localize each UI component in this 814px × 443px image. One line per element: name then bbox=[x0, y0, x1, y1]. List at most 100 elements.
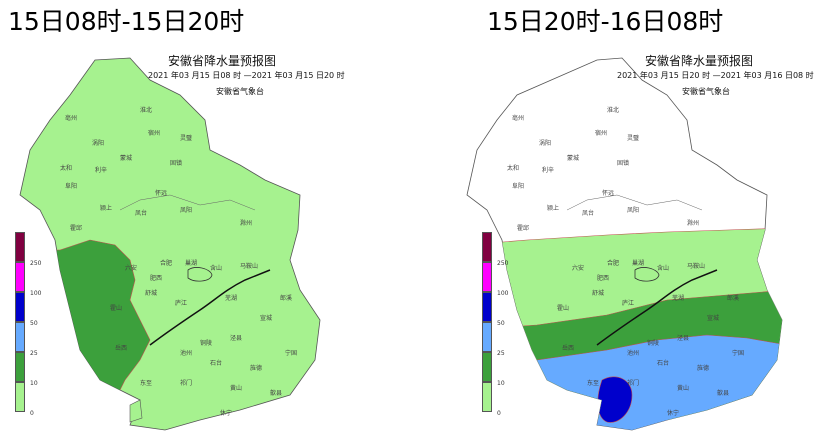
map-title: 安徽省降水量预报图 bbox=[645, 54, 754, 68]
legend-swatch-100 bbox=[482, 262, 492, 292]
svg-text:旌德: 旌德 bbox=[250, 364, 262, 372]
svg-text:宣城: 宣城 bbox=[260, 314, 272, 322]
svg-text:庐江: 庐江 bbox=[175, 299, 187, 307]
svg-text:利辛: 利辛 bbox=[542, 166, 554, 174]
city-labels: 淮北 亳州 宿州 涡阳 灵璧 蒙城 太和 利辛 固镇 阜阳 怀远 颍上 凤台 凤… bbox=[60, 106, 297, 417]
legend-label: 10 bbox=[497, 380, 505, 387]
svg-text:肥西: 肥西 bbox=[150, 275, 162, 282]
precipitation-map: 淮北 亳州 宿州 涡阳 灵璧 蒙城 太和 利辛 固镇 阜阳 怀远 颍上 凤台 凤… bbox=[466, 57, 783, 431]
legend-swatch-0 bbox=[482, 382, 492, 412]
legend-label: 100 bbox=[497, 290, 509, 297]
panel-heading: 15日20时-16日08时 bbox=[487, 7, 724, 36]
svg-text:郎溪: 郎溪 bbox=[727, 294, 739, 302]
svg-text:六安: 六安 bbox=[572, 264, 584, 272]
svg-text:宣城: 宣城 bbox=[707, 314, 719, 322]
svg-text:涡阳: 涡阳 bbox=[539, 139, 551, 147]
map-date-range: 2021 年03 月15 日08 时 —2021 年03 月15 日20 时 bbox=[148, 71, 345, 80]
svg-text:阜阳: 阜阳 bbox=[512, 182, 524, 190]
city-labels: 淮北 亳州 宿州 涡阳 灵璧 蒙城 太和 利辛 固镇 阜阳 怀远 颍上 凤台 凤… bbox=[507, 106, 744, 417]
svg-text:亳州: 亳州 bbox=[512, 114, 524, 122]
svg-text:固镇: 固镇 bbox=[170, 159, 182, 167]
legend-label: 25 bbox=[497, 350, 505, 357]
svg-text:舒城: 舒城 bbox=[145, 289, 157, 297]
svg-text:池州: 池州 bbox=[180, 349, 192, 357]
legend-swatch-50 bbox=[482, 292, 492, 322]
svg-text:肥西: 肥西 bbox=[597, 275, 609, 282]
svg-text:利辛: 利辛 bbox=[95, 166, 107, 174]
svg-text:泾县: 泾县 bbox=[677, 334, 689, 342]
precipitation-legend: 250 100 50 25 10 0 bbox=[482, 232, 508, 417]
svg-text:合肥: 合肥 bbox=[160, 259, 172, 267]
legend-swatch-10 bbox=[482, 352, 492, 382]
svg-text:岳西: 岳西 bbox=[115, 345, 127, 352]
map-date-range: 2021 年03 月15 日20 时 —2021 年03 月16 日08 时 bbox=[617, 71, 814, 80]
svg-text:霍山: 霍山 bbox=[110, 304, 122, 312]
svg-text:含山: 含山 bbox=[210, 264, 222, 272]
legend-label: 250 bbox=[497, 260, 509, 267]
legend-swatch-10 bbox=[15, 352, 25, 382]
forecast-panel-1: 15日08时-15日20时 淮北 亳州 宿州 涡阳 灵璧 蒙城 太和 利辛 固镇… bbox=[8, 7, 345, 431]
svg-text:泾县: 泾县 bbox=[230, 334, 242, 342]
forecast-panel-2: 15日20时-16日08时 淮北 亳州 宿州 涡阳 灵璧 蒙城 太和 利辛 固镇 bbox=[407, 0, 814, 443]
svg-text:巢湖: 巢湖 bbox=[185, 259, 197, 267]
legend-swatch-25 bbox=[482, 322, 492, 352]
map-title: 安徽省降水量预报图 bbox=[168, 54, 277, 68]
svg-text:岳西: 岳西 bbox=[562, 345, 574, 352]
legend-label: 100 bbox=[30, 290, 42, 297]
svg-text:凤台: 凤台 bbox=[582, 209, 594, 217]
svg-text:太和: 太和 bbox=[60, 164, 72, 172]
svg-text:祁门: 祁门 bbox=[180, 379, 192, 387]
map-agency: 安徽省气象台 bbox=[216, 87, 264, 96]
svg-text:休宁: 休宁 bbox=[667, 409, 679, 417]
svg-text:马鞍山: 马鞍山 bbox=[240, 262, 258, 270]
svg-text:东至: 东至 bbox=[140, 379, 152, 387]
legend-label: 0 bbox=[30, 410, 34, 417]
svg-text:颍上: 颍上 bbox=[100, 204, 112, 212]
svg-text:固镇: 固镇 bbox=[617, 159, 629, 167]
panel-heading: 15日08时-15日20时 bbox=[8, 7, 245, 36]
svg-text:霍邱: 霍邱 bbox=[517, 224, 529, 232]
svg-text:霍邱: 霍邱 bbox=[70, 224, 82, 232]
precipitation-map: 淮北 亳州 宿州 涡阳 灵璧 蒙城 太和 利辛 固镇 阜阳 怀远 颍上 凤台 凤… bbox=[19, 57, 321, 431]
svg-text:芜湖: 芜湖 bbox=[225, 294, 237, 302]
svg-text:亳州: 亳州 bbox=[65, 114, 77, 122]
svg-text:灵璧: 灵璧 bbox=[180, 134, 192, 142]
svg-text:霍山: 霍山 bbox=[557, 304, 569, 312]
legend-swatch-50 bbox=[15, 292, 25, 322]
svg-text:东至: 东至 bbox=[587, 379, 599, 387]
svg-text:祁门: 祁门 bbox=[627, 379, 639, 387]
svg-text:石台: 石台 bbox=[657, 359, 669, 367]
svg-text:淮北: 淮北 bbox=[607, 106, 619, 114]
svg-text:怀远: 怀远 bbox=[155, 189, 167, 197]
svg-text:蒙城: 蒙城 bbox=[567, 154, 579, 162]
svg-text:铜陵: 铜陵 bbox=[200, 339, 212, 347]
svg-text:凤阳: 凤阳 bbox=[627, 206, 639, 214]
map-agency: 安徽省气象台 bbox=[682, 87, 730, 96]
svg-text:怀远: 怀远 bbox=[602, 189, 614, 197]
svg-text:淮北: 淮北 bbox=[140, 106, 152, 114]
legend-label: 25 bbox=[30, 350, 38, 357]
svg-text:芜湖: 芜湖 bbox=[672, 294, 684, 302]
svg-text:铜陵: 铜陵 bbox=[647, 339, 659, 347]
svg-text:黄山: 黄山 bbox=[230, 384, 242, 392]
svg-text:宁国: 宁国 bbox=[732, 349, 744, 357]
svg-text:宿州: 宿州 bbox=[148, 129, 160, 137]
svg-text:舒城: 舒城 bbox=[592, 289, 604, 297]
legend-label: 250 bbox=[30, 260, 42, 267]
legend-swatch-250 bbox=[482, 232, 492, 262]
legend-label: 0 bbox=[497, 410, 501, 417]
svg-text:休宁: 休宁 bbox=[220, 409, 232, 417]
svg-text:太和: 太和 bbox=[507, 164, 519, 172]
legend-swatch-25 bbox=[15, 322, 25, 352]
legend-label: 50 bbox=[30, 320, 38, 327]
svg-text:宿州: 宿州 bbox=[595, 129, 607, 137]
svg-text:颍上: 颍上 bbox=[547, 204, 559, 212]
svg-text:蒙城: 蒙城 bbox=[120, 154, 132, 162]
svg-text:巢湖: 巢湖 bbox=[632, 259, 644, 267]
svg-text:阜阳: 阜阳 bbox=[65, 182, 77, 190]
svg-text:滁州: 滁州 bbox=[687, 219, 699, 227]
svg-text:歙县: 歙县 bbox=[717, 389, 729, 397]
legend-label: 10 bbox=[30, 380, 38, 387]
svg-text:池州: 池州 bbox=[627, 349, 639, 357]
svg-text:石台: 石台 bbox=[210, 359, 222, 367]
